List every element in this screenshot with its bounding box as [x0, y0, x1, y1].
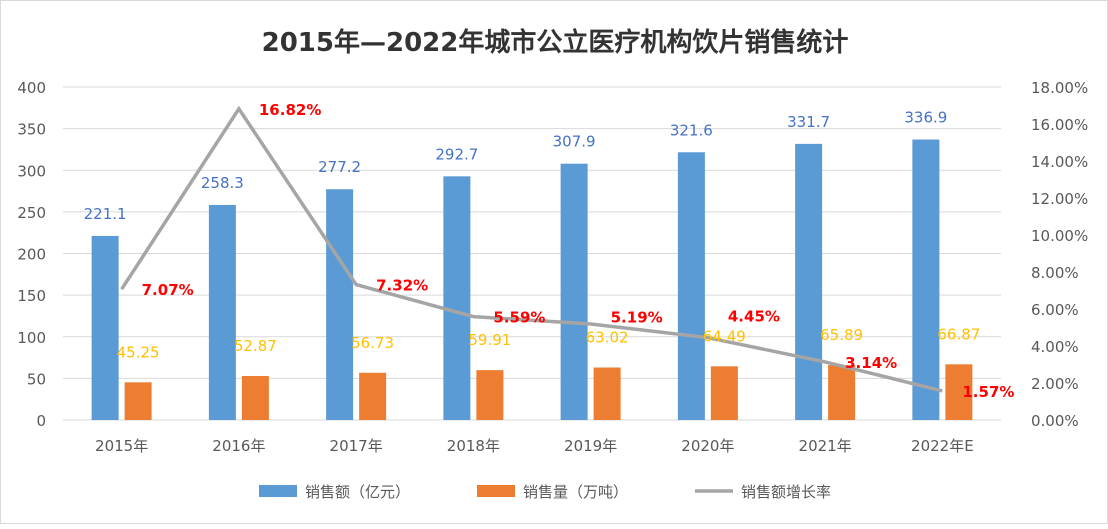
data-label: 65.89	[820, 326, 863, 344]
y-right-tick: 12.00%	[1031, 190, 1088, 208]
data-label: 321.6	[670, 121, 713, 139]
growth-label: 7.32%	[376, 277, 428, 295]
data-label: 292.7	[435, 145, 478, 163]
bar-sales-amount	[443, 176, 471, 420]
data-label: 307.9	[553, 133, 596, 151]
growth-label: 4.45%	[728, 307, 780, 325]
x-tick: 2016年	[212, 437, 265, 455]
y-left-tick: 200	[17, 246, 46, 264]
chart-title: 2015年—2022年城市公立医疗机构饮片销售统计	[262, 27, 849, 58]
bar-sales-volume	[593, 367, 621, 420]
y-right-tick: 16.00%	[1031, 116, 1088, 134]
data-label: 221.1	[84, 205, 127, 223]
y-left-tick: 300	[17, 162, 46, 180]
x-tick: 2021年	[799, 437, 852, 455]
bar-sales-volume	[124, 382, 152, 420]
y-right-tick: 8.00%	[1031, 264, 1079, 282]
y-left-tick: 350	[17, 121, 46, 139]
y-left-tick: 0	[36, 412, 46, 430]
growth-label: 16.82%	[259, 101, 321, 119]
growth-label: 1.57%	[962, 383, 1014, 401]
y-right-tick: 18.00%	[1031, 79, 1088, 97]
y-left-tick: 400	[17, 79, 46, 97]
growth-label: 7.07%	[142, 281, 194, 299]
y-right-tick: 10.00%	[1031, 227, 1088, 245]
line-growth-rate	[120, 105, 943, 393]
bar-sales-volume	[828, 365, 856, 420]
legend-label: 销售额（亿元）	[305, 483, 410, 501]
growth-label: 5.59%	[493, 309, 545, 327]
y-left-tick: 100	[17, 329, 46, 347]
y-left-tick: 150	[17, 287, 46, 305]
x-tick: 2019年	[564, 437, 617, 455]
legend-label: 销售量（万吨）	[523, 483, 628, 501]
bar-sales-amount	[326, 189, 354, 420]
data-label: 59.91	[468, 331, 511, 349]
bar-sales-volume	[476, 370, 504, 420]
data-label: 66.87	[937, 325, 980, 343]
y-right-tick: 0.00%	[1031, 412, 1079, 430]
x-tick: 2015年	[95, 437, 148, 455]
bar-sales-volume	[710, 366, 738, 420]
data-label: 56.73	[351, 334, 394, 352]
bar-sales-amount	[560, 163, 588, 420]
growth-label: 5.19%	[611, 309, 663, 327]
y-left-tick: 250	[17, 204, 46, 222]
x-tick: 2022年E	[911, 437, 974, 455]
legend-label: 销售额增长率	[741, 483, 831, 501]
data-label: 331.7	[787, 113, 830, 131]
data-label: 52.87	[234, 337, 277, 355]
y-right-tick: 6.00%	[1031, 301, 1079, 319]
bar-sales-volume	[359, 372, 387, 420]
data-label: 336.9	[904, 109, 947, 127]
bar-sales-amount	[91, 235, 119, 420]
x-tick: 2017年	[330, 437, 383, 455]
bar-sales-volume	[945, 364, 973, 420]
y-left-tick: 50	[27, 370, 46, 388]
data-label: 45.25	[117, 343, 160, 361]
y-right-tick: 14.00%	[1031, 153, 1088, 171]
legend-swatch	[259, 485, 297, 497]
legend-swatch	[477, 485, 515, 497]
y-right-tick: 2.00%	[1031, 375, 1079, 393]
bar-sales-amount	[208, 204, 236, 420]
data-label: 64.49	[703, 327, 746, 345]
bar-sales-amount	[912, 139, 940, 420]
growth-label: 3.14%	[845, 354, 897, 372]
data-label: 258.3	[201, 174, 244, 192]
bar-sales-volume	[241, 375, 269, 420]
x-tick: 2018年	[447, 437, 500, 455]
x-tick: 2020年	[681, 437, 734, 455]
data-label: 277.2	[318, 158, 361, 176]
data-label: 63.02	[586, 329, 629, 347]
bar-sales-amount	[795, 143, 823, 421]
y-right-tick: 4.00%	[1031, 338, 1079, 356]
bar-sales-amount	[677, 152, 705, 420]
